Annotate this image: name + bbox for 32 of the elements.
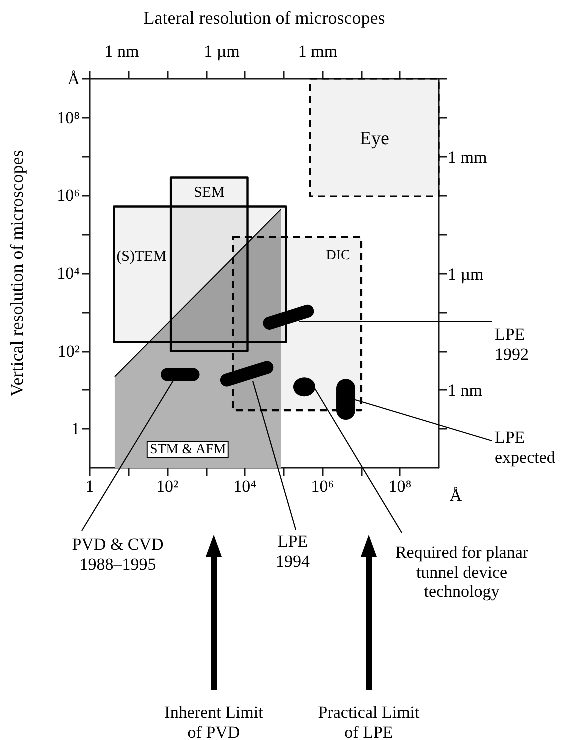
y-tick-label: Å (68, 70, 81, 88)
text: 1 nm (104, 42, 140, 62)
text: 1 mm (448, 148, 488, 168)
y-tick-label: 1 (72, 420, 80, 439)
y-tick-label: 10⁶ (57, 186, 80, 206)
x-tick-label: 10⁶ (311, 477, 334, 496)
x-tick-label: 1 (86, 477, 94, 496)
text: 1 mm (297, 42, 339, 62)
text: 1 µm (203, 42, 241, 62)
annotation: LPE 1992 (495, 325, 530, 364)
series-label: STM & AFM (146, 441, 230, 459)
y-tick-label: 10⁸ (57, 108, 80, 128)
text: Inherent Limit of PVD (164, 703, 264, 740)
legend-label: DIC (326, 248, 350, 264)
legend-label: SEM (194, 185, 225, 202)
legend-label: Eye (360, 128, 390, 151)
text: 1 µm (448, 265, 485, 285)
y-tick-label: 10² (58, 342, 80, 361)
annotation: LPE expected (495, 428, 556, 468)
annotation: PVD & CVD 1988–1995 (71, 535, 165, 574)
text: 1 nm (448, 381, 484, 401)
y-tick-label: 10⁴ (57, 264, 80, 283)
x-tick-label: 10⁸ (388, 477, 412, 496)
text: Practical Limit of LPE (317, 703, 421, 740)
annotation: Required for planar tunnel device technology (394, 543, 530, 602)
y-axis-title: Vertical resolution of microscopes (7, 150, 27, 397)
legend-label: (S)TEM (116, 248, 167, 266)
x-axis-title: Lateral resolution of microscopes (144, 8, 386, 28)
text: Å (448, 486, 464, 506)
annotation: LPE 1994 (275, 532, 311, 572)
x-tick-label: 10² (156, 477, 179, 496)
x-tick-label: 10⁴ (234, 477, 257, 496)
